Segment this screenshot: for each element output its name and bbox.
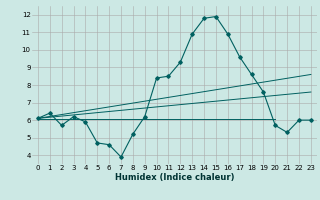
X-axis label: Humidex (Indice chaleur): Humidex (Indice chaleur) xyxy=(115,173,234,182)
